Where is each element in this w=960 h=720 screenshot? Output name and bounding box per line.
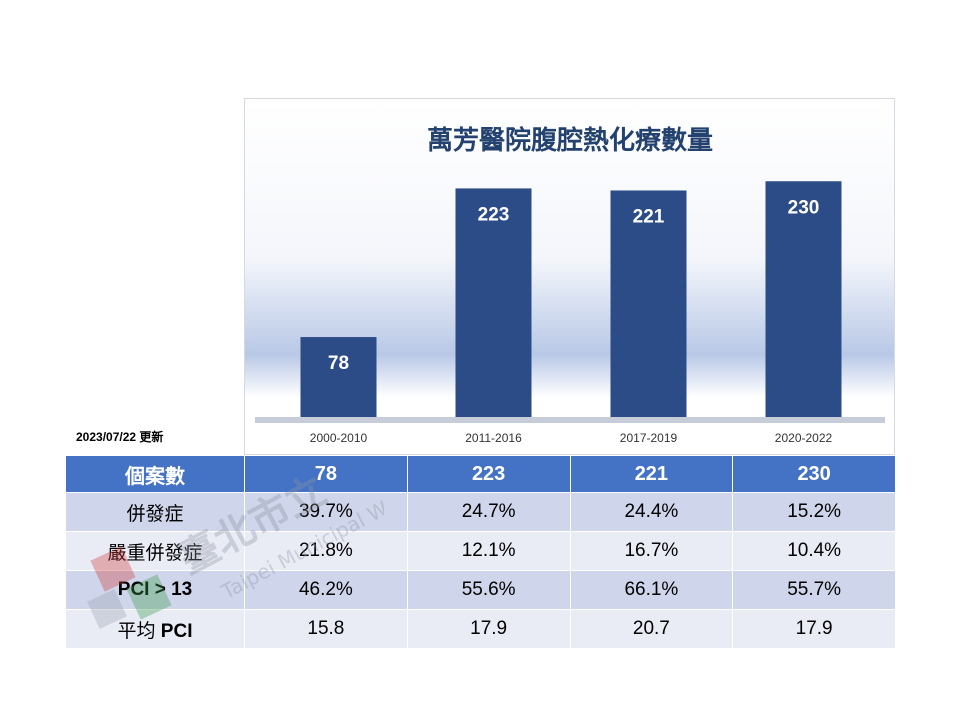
table-cell: 55.7% [732, 570, 896, 610]
bar-2020-2022 [765, 181, 842, 417]
table-cell: 66.1% [570, 570, 734, 610]
row-label: PCI > 13 [66, 570, 245, 610]
bar-chart: 萬芳醫院腹腔熱化療數量 78 2000-2010 223 2011-2016 221 20… [255, 125, 885, 445]
table-cell: 39.7% [244, 492, 408, 532]
table-row: 嚴重併發症 21.8% 12.1% 16.7% 10.4% [66, 531, 896, 571]
data-label: 223 [478, 204, 510, 225]
table-cell: 15.2% [732, 492, 896, 532]
row-label: 併發症 [66, 492, 245, 532]
table-cell: 21.8% [244, 531, 408, 571]
data-label: 78 [328, 353, 349, 374]
table-cell: 17.9 [732, 609, 896, 649]
update-note: 2023/07/22 更新 [76, 430, 164, 444]
table-row: 併發症 39.7% 24.7% 24.4% 15.2% [66, 492, 896, 532]
x-tick-label: 2020-2022 [775, 431, 833, 445]
table-cell: 17.9 [407, 609, 571, 649]
table-cell: 24.7% [407, 492, 571, 532]
row-label: 嚴重併發症 [66, 531, 245, 571]
x-tick-label: 2011-2016 [465, 431, 522, 445]
bar-2000-2010 [300, 337, 377, 417]
header-cell: 78 [244, 456, 408, 493]
chart-panel: 萬芳醫院腹腔熱化療數量 78 2000-2010 223 2011-2016 221 20… [244, 98, 895, 455]
row-label: 平均 PCI [66, 609, 245, 649]
x-tick-label: 2017-2019 [620, 431, 678, 445]
table-row: PCI > 13 46.2% 55.6% 66.1% 55.7% [66, 570, 896, 610]
data-table: 個案數 78 223 221 230 併發症 39.7% 24.7% 24.4%… [66, 456, 896, 649]
chart-title: 萬芳醫院腹腔熱化療數量 [427, 125, 713, 156]
table-row: 平均 PCI 15.8 17.9 20.7 17.9 [66, 609, 896, 649]
header-cell: 230 [732, 456, 896, 493]
table-cell: 16.7% [570, 531, 734, 571]
table-cell: 20.7 [570, 609, 734, 649]
data-label: 221 [633, 206, 665, 227]
row-label-bold: PCI [160, 620, 193, 642]
bar-2011-2016 [455, 188, 532, 417]
data-label: 230 [788, 197, 820, 218]
table-cell: 46.2% [244, 570, 408, 610]
table-cell: 12.1% [407, 531, 571, 571]
header-cell: 221 [570, 456, 734, 493]
table-cell: 24.4% [570, 492, 734, 532]
chart-floor [255, 417, 885, 423]
header-label: 個案數 [66, 456, 245, 493]
table-cell: 15.8 [244, 609, 408, 649]
bar-2017-2019 [610, 190, 687, 417]
table-header-row: 個案數 78 223 221 230 [66, 456, 896, 493]
table-cell: 10.4% [732, 531, 896, 571]
x-tick-label: 2000-2010 [310, 431, 368, 445]
table-cell: 55.6% [407, 570, 571, 610]
header-cell: 223 [407, 456, 571, 493]
row-label-plain: 平均 [117, 620, 161, 642]
